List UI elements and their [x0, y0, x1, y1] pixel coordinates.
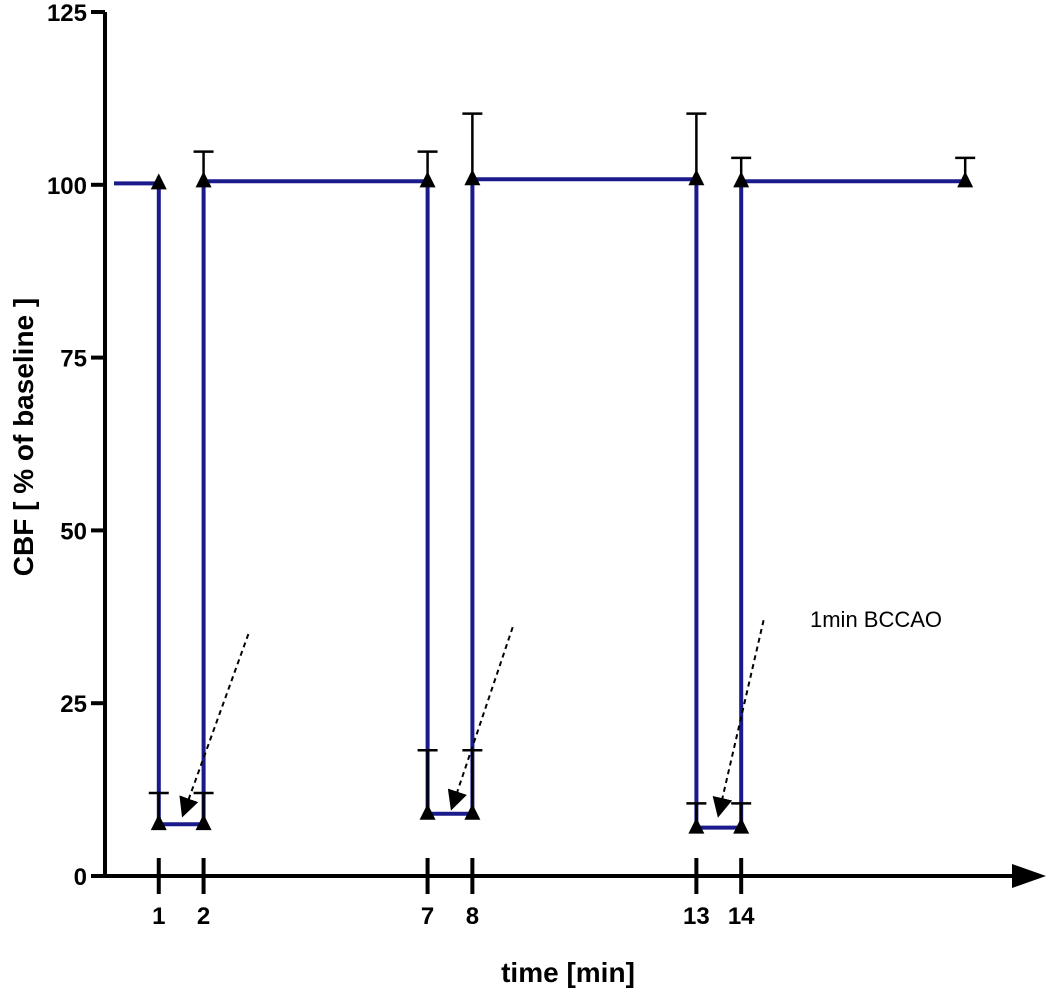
- data-point-marker: [688, 817, 705, 834]
- y-tick-label: 125: [47, 0, 87, 27]
- annotations-group: [179, 620, 765, 818]
- x-tick-label: 1: [152, 903, 165, 930]
- y-tick-label: 75: [60, 346, 87, 373]
- data-point-marker: [957, 171, 974, 188]
- y-tick-label: 25: [60, 691, 87, 718]
- x-tick-label: 7: [421, 903, 434, 930]
- data-point-marker: [150, 173, 167, 190]
- annotation-arrow: [179, 633, 250, 818]
- x-tick-label: 14: [728, 903, 755, 930]
- data-point-marker: [195, 171, 212, 188]
- y-tick-label: 0: [74, 864, 87, 891]
- annotation-arrow: [447, 626, 514, 811]
- series-line: [114, 177, 966, 830]
- data-point-marker: [733, 817, 750, 834]
- x-axis-arrowhead: [1012, 864, 1046, 888]
- data-point-marker: [688, 169, 705, 186]
- annotation-label: 1min BCCAO: [810, 607, 942, 632]
- data-point-marker: [419, 171, 436, 188]
- data-point-marker: [464, 803, 481, 820]
- x-axis-title: time [min]: [501, 957, 635, 988]
- x-tick-label: 8: [466, 903, 479, 930]
- data-point-marker: [464, 169, 481, 186]
- data-point-marker: [195, 814, 212, 831]
- axes-group: [103, 12, 1046, 888]
- y-axis-title: CBF [ % of baseline ]: [8, 298, 39, 576]
- markers-group: [150, 169, 974, 834]
- data-point-marker: [150, 814, 167, 831]
- series-group: [114, 177, 966, 830]
- y-tick-label: 100: [47, 173, 87, 200]
- data-point-marker: [419, 803, 436, 820]
- ticks-group: 0 25 50 75 100 125 1 2 7 8 13 14: [47, 0, 755, 930]
- y-tick-label: 50: [60, 518, 87, 545]
- data-point-marker: [733, 171, 750, 188]
- x-tick-label: 13: [683, 903, 710, 930]
- x-tick-label: 2: [197, 903, 210, 930]
- annotation-arrow: [712, 620, 765, 818]
- error-bars-group: [148, 112, 976, 828]
